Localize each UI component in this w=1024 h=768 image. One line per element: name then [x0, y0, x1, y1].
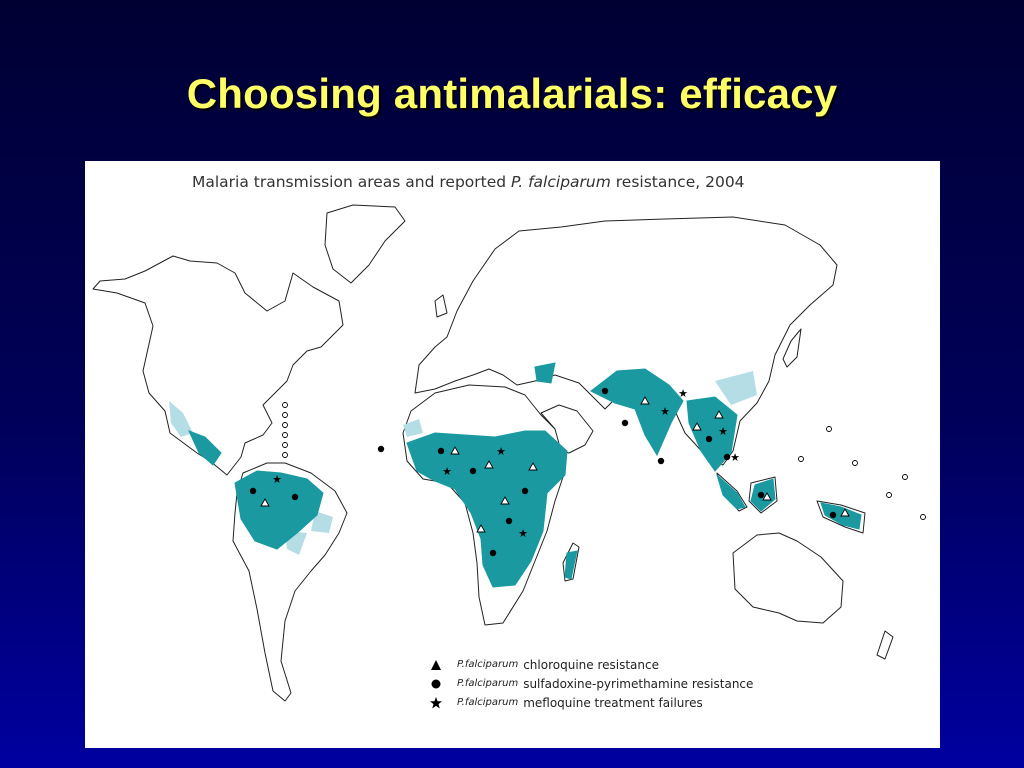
australia	[732, 532, 844, 624]
circle-icon	[431, 679, 441, 688]
svg-text:★: ★	[718, 425, 728, 438]
legend-item-sulfadoxine: P.falciparum sulfadoxine-pyrimethamine r…	[429, 674, 753, 693]
transmission-africa	[406, 430, 568, 588]
svg-text:★: ★	[518, 527, 528, 540]
legend-item-chloroquine: P.falciparum chloroquine resistance	[429, 655, 753, 674]
japan	[782, 328, 802, 368]
svg-text:★: ★	[660, 405, 670, 418]
legend-item-mefloquine: P.falciparum mefloquine treatment failur…	[429, 693, 753, 712]
arabia	[540, 404, 594, 454]
svg-text:★: ★	[730, 451, 740, 464]
map-legend: P.falciparum chloroquine resistance P.fa…	[429, 655, 753, 712]
greenland	[324, 204, 406, 284]
transmission-middle-east	[534, 362, 556, 384]
limited-risk-china	[715, 371, 757, 405]
map-caption: Malaria transmission areas and reported …	[192, 173, 745, 191]
transmission-amazon	[234, 470, 324, 550]
transmission-central-america	[188, 430, 222, 466]
map-panel: ★ ★ ★ ★ ★ ★ ★ ★ Malaria transmission areas an…	[85, 161, 940, 748]
star-icon	[430, 696, 442, 708]
limited-risk-mexico	[169, 401, 193, 437]
limited-risk-brazil	[311, 511, 333, 533]
world-map: ★★★ ★★★ ★★	[92, 204, 926, 702]
transmission-madagascar	[564, 550, 578, 580]
transmission-sumatra	[716, 473, 746, 510]
new-zealand	[876, 630, 894, 660]
svg-text:★: ★	[442, 465, 452, 478]
svg-text:★: ★	[496, 445, 506, 458]
north-america	[92, 255, 344, 476]
svg-text:★: ★	[678, 387, 688, 400]
transmission-south-asia	[590, 368, 684, 457]
slide-title: Choosing antimalarials: efficacy	[186, 70, 838, 117]
limited-risk-sahel	[403, 419, 423, 437]
svg-text:★: ★	[272, 473, 282, 486]
triangle-icon	[431, 659, 441, 670]
uk	[434, 294, 448, 318]
transmission-southeast-asia	[686, 396, 738, 472]
